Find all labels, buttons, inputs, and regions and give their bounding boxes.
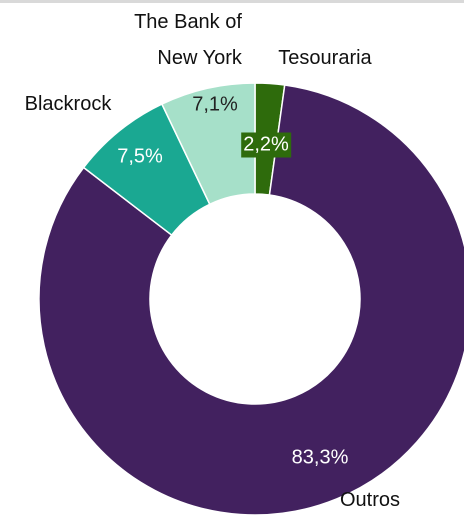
top-border bbox=[0, 0, 464, 3]
donut-slice bbox=[160, 82, 256, 206]
category-label: The Bank of New York bbox=[134, 11, 242, 69]
category-label: Outros bbox=[339, 489, 401, 511]
value-label: 7,5% bbox=[117, 145, 163, 168]
value-label: 7,1% bbox=[192, 93, 238, 116]
value-label: 83,3% bbox=[291, 446, 349, 469]
donut-slice bbox=[38, 84, 464, 516]
value-label: 2,2% bbox=[241, 132, 291, 158]
category-label: Blackrock bbox=[24, 93, 112, 115]
category-label: Tesouraria bbox=[278, 47, 372, 69]
